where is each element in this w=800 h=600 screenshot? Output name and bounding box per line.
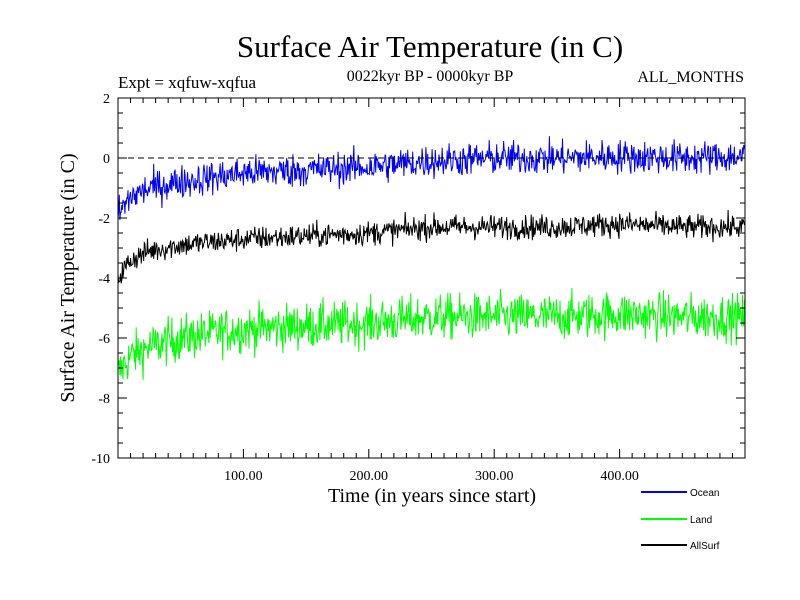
series-line-allsurf (118, 209, 745, 284)
legend-entry-allsurf: AllSurf (641, 541, 720, 552)
series-layer (118, 136, 745, 380)
series-line-ocean (118, 136, 745, 221)
experiment-label: Expt = xqfuw-xqfua (118, 73, 256, 92)
ticks-layer: -10 -8 -6 -4 -2 0 2 100.00 200.00 300.00 400.00 (91, 92, 745, 484)
x-tick-label: 300.00 (475, 469, 514, 484)
y-tick-label: -6 (98, 332, 110, 347)
legend-label-ocean: Ocean (690, 488, 719, 499)
y-axis-label: Surface Air Temperature (in C) (57, 153, 79, 402)
y-tick-label: 0 (103, 152, 110, 167)
legend-label-land: Land (690, 515, 712, 526)
y-tick-label: -8 (98, 392, 110, 407)
legend: Ocean Land AllSurf (641, 488, 720, 552)
chart-subtitle: 0022kyr BP - 0000kyr BP (347, 68, 514, 85)
x-tick-label: 100.00 (224, 469, 263, 484)
x-tick-label: 400.00 (600, 469, 639, 484)
x-tick-label: 200.00 (350, 469, 389, 484)
series-line-land (118, 287, 745, 380)
y-tick-label: -2 (98, 212, 110, 227)
legend-entry-land: Land (641, 515, 712, 526)
y-tick-label: 2 (103, 92, 110, 107)
legend-label-allsurf: AllSurf (690, 541, 720, 552)
chart-title: Surface Air Temperature (in C) (237, 29, 623, 64)
y-tick-label: -10 (91, 452, 110, 467)
legend-entry-ocean: Ocean (641, 488, 719, 499)
x-axis-label: Time (in years since start) (328, 485, 536, 507)
y-tick-label: -4 (98, 272, 110, 287)
months-label: ALL_MONTHS (637, 69, 744, 86)
